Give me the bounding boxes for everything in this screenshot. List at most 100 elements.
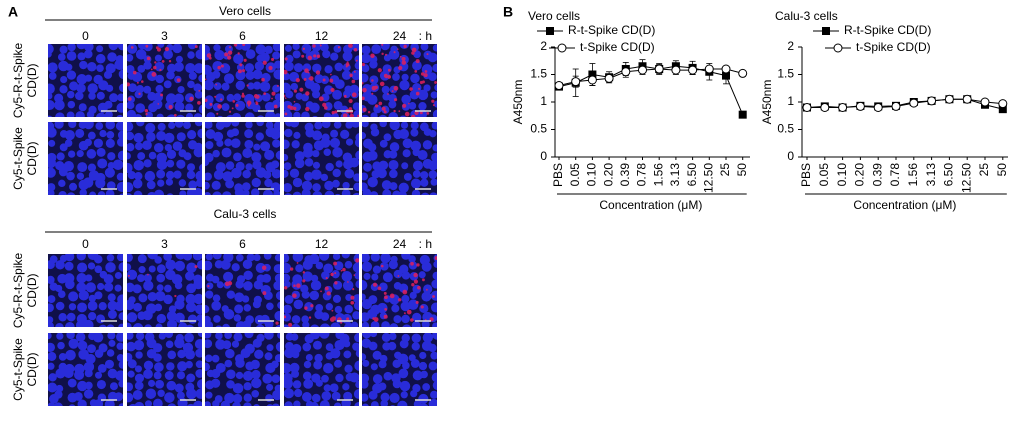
time-label: 6 — [239, 29, 246, 43]
row-label: Cy5-R-t-Spike — [11, 43, 25, 119]
micrograph — [284, 254, 359, 327]
point — [704, 64, 714, 74]
y-axis-label: A450nm — [511, 80, 525, 125]
x-tick-label: 25 — [977, 163, 991, 177]
point — [998, 105, 1007, 114]
y-tick-label: 0 — [540, 149, 547, 163]
nuclei — [284, 254, 359, 327]
chart-title: Calu-3 cells — [775, 9, 838, 23]
nuclei — [284, 122, 359, 195]
micrograph — [284, 122, 359, 195]
time-label: 0 — [82, 237, 89, 251]
nuclei — [205, 122, 280, 195]
x-tick-label: 3.13 — [668, 163, 682, 187]
time-label: 12 — [315, 29, 329, 43]
micrograph — [48, 44, 123, 117]
micrograph — [127, 122, 202, 195]
micrograph — [48, 122, 123, 195]
micrograph — [284, 44, 359, 117]
x-tick-label: 0.20 — [601, 163, 615, 187]
point — [587, 75, 597, 85]
nuclei — [127, 254, 202, 327]
x-tick-label: 0.20 — [853, 163, 867, 187]
micrograph — [284, 333, 359, 406]
point — [738, 110, 747, 119]
row-label: CD(D) — [25, 142, 39, 176]
point — [822, 27, 830, 35]
point — [722, 71, 730, 80]
y-tick-label: 2 — [787, 39, 794, 53]
row-label: Cy5-R-t-Spike — [11, 253, 25, 329]
legend-label: t-Spike CD(D) — [856, 40, 931, 54]
point — [654, 64, 664, 74]
x-tick-label: 0.39 — [618, 163, 632, 187]
cy5-signal — [205, 44, 279, 115]
panel-label: B — [503, 4, 513, 20]
nuclei — [205, 254, 280, 327]
group-title: Vero cells — [219, 4, 271, 18]
point — [891, 101, 901, 111]
nuclei — [127, 44, 202, 117]
row-label: CD(D) — [25, 64, 39, 98]
cy5-signal — [362, 44, 437, 117]
time-label: 3 — [161, 237, 168, 251]
chart-title: Vero cells — [528, 9, 580, 23]
x-tick-label: 3.13 — [924, 163, 938, 187]
x-tick-label: PBS — [799, 163, 813, 187]
nuclei — [48, 44, 123, 117]
row-label: CD(D) — [25, 353, 39, 387]
x-tick-label: 12.50 — [701, 163, 715, 193]
time-label: 24 — [393, 237, 407, 251]
y-tick-label: 0.5 — [777, 122, 794, 136]
x-axis-label: Concentration (μM) — [599, 198, 702, 212]
point — [833, 43, 843, 53]
point — [621, 67, 631, 77]
point — [721, 64, 731, 74]
micrograph — [205, 44, 280, 117]
x-tick-label: 1.56 — [906, 163, 920, 187]
x-tick-label: PBS — [551, 163, 565, 187]
x-tick-label: 0.10 — [585, 163, 599, 187]
point — [855, 101, 865, 111]
x-tick-label: 0.05 — [568, 163, 582, 187]
micrograph — [362, 44, 437, 117]
micrograph — [48, 254, 123, 327]
y-tick-label: 2 — [540, 39, 547, 53]
micrograph — [48, 333, 123, 406]
point — [571, 77, 581, 87]
y-axis-label: A450nm — [760, 80, 774, 125]
y-tick-label: 1 — [787, 94, 794, 108]
row-label: Cy5-t-Spike — [11, 338, 25, 401]
point — [802, 103, 812, 112]
nuclei — [284, 44, 359, 117]
nuclei — [362, 254, 437, 327]
nuclei — [362, 122, 437, 195]
x-tick-label: 50 — [995, 163, 1009, 177]
cy5-signal — [127, 44, 201, 117]
point — [962, 94, 972, 104]
time-label: 12 — [315, 237, 329, 251]
nuclei — [48, 333, 123, 406]
time-label: 3 — [161, 29, 168, 43]
nuclei — [284, 333, 359, 406]
point — [604, 73, 614, 83]
y-tick-label: 1 — [540, 94, 547, 108]
time-label: 24 — [393, 29, 407, 43]
x-tick-label: 12.50 — [959, 163, 973, 193]
cy5-signal — [284, 44, 359, 117]
x-tick-label: 6.50 — [685, 163, 699, 187]
nuclei — [48, 122, 123, 195]
row-label: CD(D) — [25, 274, 39, 308]
micrograph — [205, 254, 280, 327]
legend-label: R-t-Spike CD(D) — [844, 23, 931, 37]
point — [980, 97, 990, 107]
point — [998, 99, 1008, 109]
nuclei — [205, 44, 280, 117]
time-unit: : h — [419, 29, 432, 43]
micrograph — [362, 254, 437, 327]
micrograph — [362, 122, 437, 195]
x-axis-label: Concentration (μM) — [853, 198, 956, 212]
x-tick-label: 0.78 — [888, 163, 902, 187]
